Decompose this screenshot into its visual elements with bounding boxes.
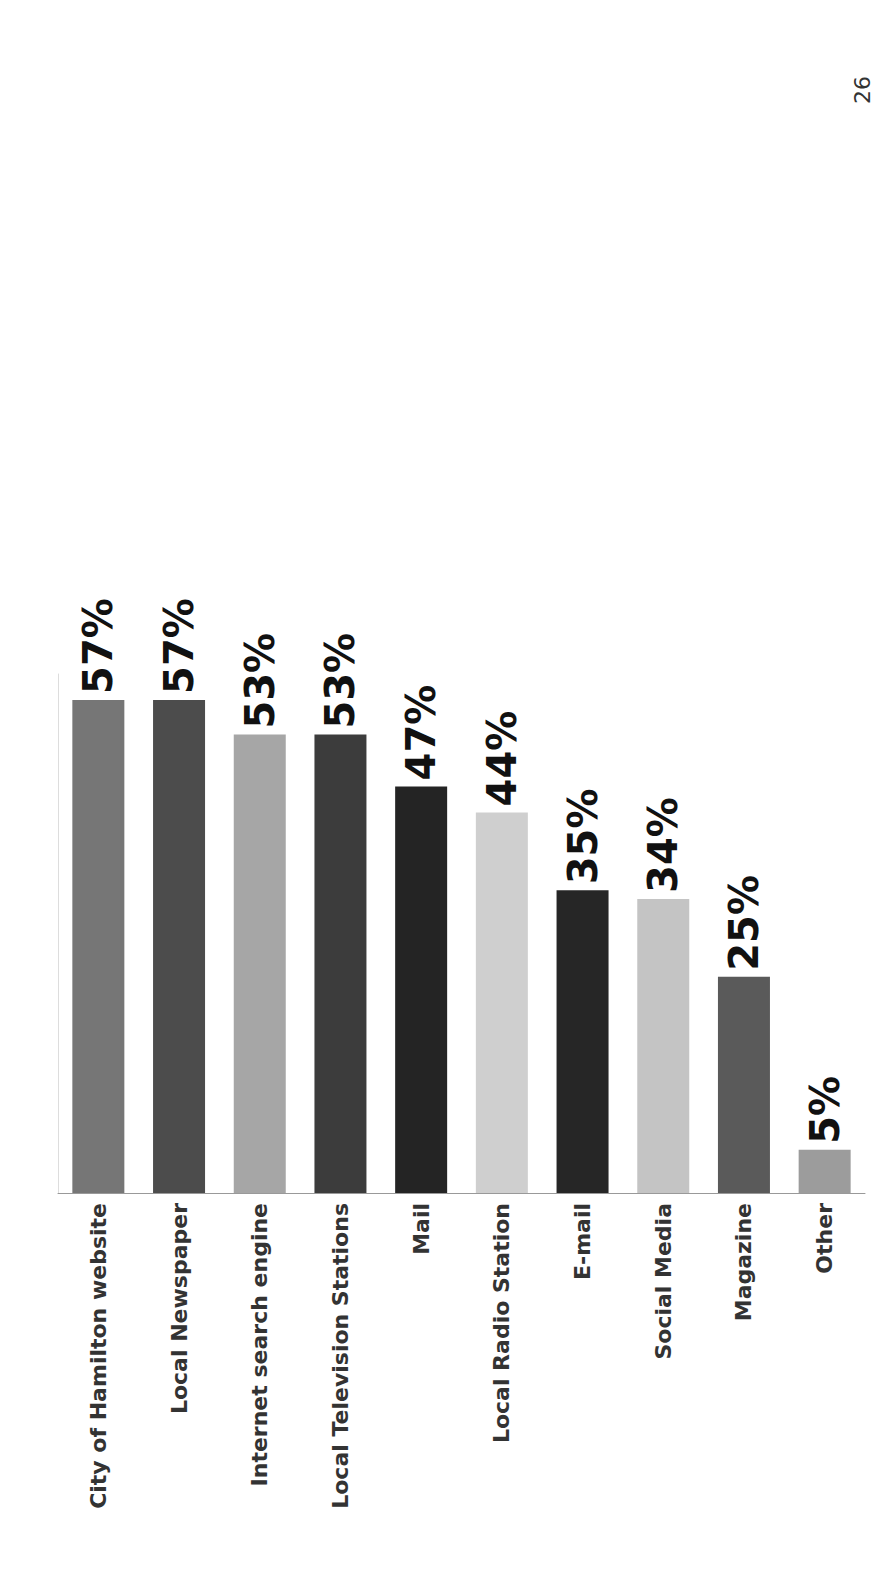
svg-text:Internet search engine: Internet search engine [247,1203,272,1486]
svg-text:E-mail: E-mail [570,1203,595,1280]
svg-text:Local Television Stations: Local Television Stations [328,1203,353,1509]
svg-text:Social Media: Social Media [651,1203,676,1360]
svg-text:25%: 25% [721,875,767,971]
svg-text:5%: 5% [802,1076,848,1144]
svg-text:53%: 53% [237,633,283,729]
svg-text:57%: 57% [75,598,121,694]
svg-text:Other: Other [812,1203,837,1274]
svg-text:26: 26 [850,76,875,104]
svg-text:Mail: Mail [409,1203,434,1255]
svg-text:Local Radio Station: Local Radio Station [489,1203,514,1443]
svg-text:City of Hamilton website: City of Hamilton website [86,1203,111,1509]
svg-text:35%: 35% [560,789,606,885]
svg-text:44%: 44% [479,711,525,807]
svg-text:34%: 34% [640,797,686,893]
svg-text:Magazine: Magazine [731,1203,756,1321]
svg-text:57%: 57% [156,598,202,694]
svg-text:47%: 47% [398,685,444,781]
svg-text:Local Newspaper: Local Newspaper [167,1203,192,1414]
svg-text:53%: 53% [317,633,363,729]
